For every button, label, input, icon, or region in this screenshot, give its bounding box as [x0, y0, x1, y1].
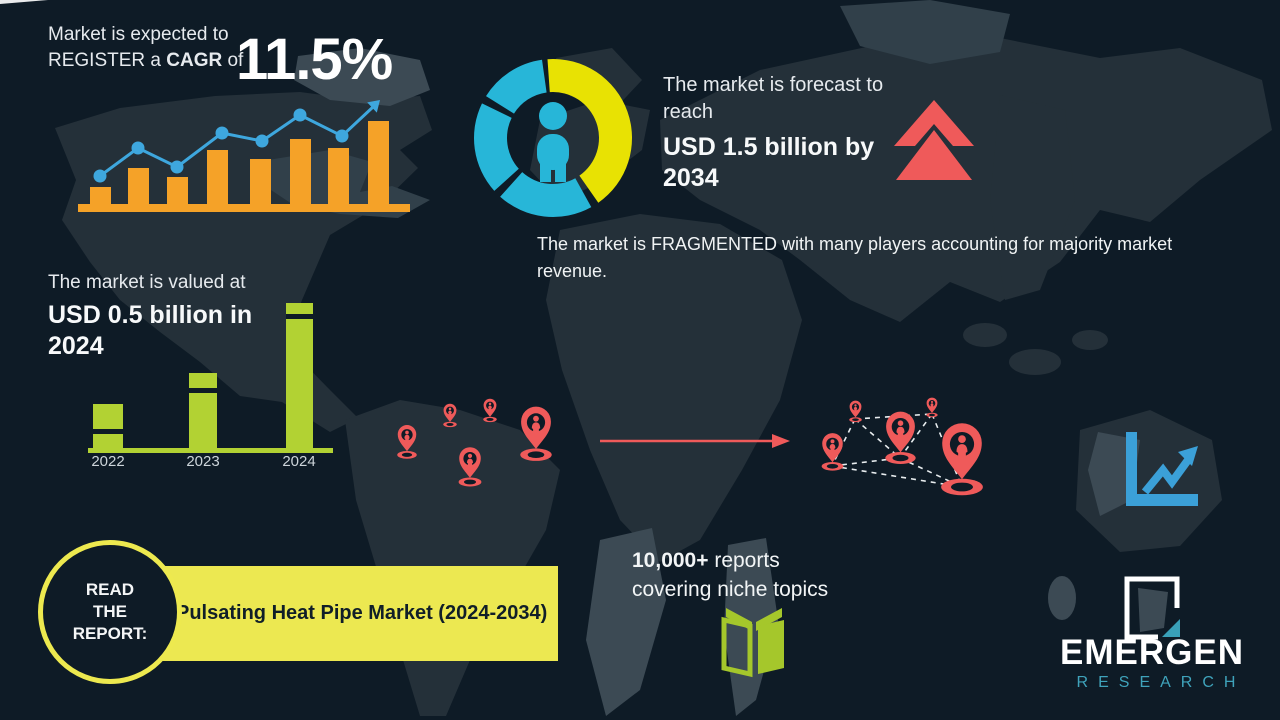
- corner-accent: [0, 0, 48, 4]
- connected-players-network: [821, 397, 983, 496]
- map-pin-icon: [520, 406, 552, 461]
- transition-arrow-icon: [600, 434, 790, 448]
- map-pin-icon: [397, 425, 417, 459]
- network-links: [831, 413, 963, 488]
- map-pin-icon: [885, 411, 916, 464]
- map-pin-icon: [821, 433, 844, 471]
- cagr-value: 11.5%: [236, 27, 393, 92]
- reports-count-text: 10,000+ reports covering niche topics: [632, 549, 829, 601]
- reports-count: 10,000+: [632, 549, 709, 572]
- valuation-bar-chart: 2022 2023 2024: [88, 300, 340, 478]
- map-pin-icon: [926, 397, 938, 418]
- report-title: Pulsating Heat Pipe Market (2024-2034): [176, 602, 548, 624]
- brand-name: EMERGEN: [1060, 633, 1244, 672]
- map-pin-icon: [941, 423, 983, 496]
- market-players-pins: [397, 398, 552, 487]
- map-pin-icon: [849, 400, 862, 423]
- forecast-text: The market is forecast to reach USD 1.5 …: [663, 72, 913, 194]
- year-label: 2024: [282, 453, 316, 470]
- open-book-icon: [721, 608, 784, 678]
- forecast-value: USD 1.5 billion by 2034: [663, 133, 875, 192]
- valuation-intro: The market is valued at: [48, 272, 246, 293]
- valuation-text: The market is valued at USD 0.5 billion …: [48, 270, 293, 362]
- read-report-label: READ THE REPORT:: [72, 579, 148, 644]
- valuation-value: USD 0.5 billion in 2024: [48, 301, 253, 360]
- person-icon: [537, 102, 569, 182]
- growth-trend-chart: [75, 93, 415, 221]
- year-label: 2023: [186, 453, 220, 470]
- cagr-intro-text: Market is expected to REGISTER a CAGR of: [48, 24, 244, 71]
- trend-chart-baseline: [78, 204, 410, 212]
- donut-segments: [474, 59, 632, 217]
- emergen-logo-mark: [1124, 576, 1180, 640]
- report-banner[interactable]: Pulsating Heat Pipe Market (2024-2034): [150, 566, 558, 661]
- trend-arrow-icon: [367, 100, 380, 113]
- map-pin-icon: [458, 447, 482, 487]
- forecast-intro: The market is forecast to reach: [663, 74, 884, 123]
- fragmented-statement: The market is FRAGMENTED with many playe…: [537, 234, 1173, 281]
- stock-chart-icon: [1126, 432, 1198, 506]
- map-pin-icon: [443, 403, 457, 428]
- fragmented-donut-chart: [474, 59, 632, 217]
- brand-division: RESEARCH: [1076, 674, 1246, 691]
- growth-chevrons-icon: [894, 100, 974, 180]
- year-label: 2022: [91, 453, 125, 470]
- read-report-button[interactable]: READ THE REPORT:: [38, 540, 182, 684]
- trend-line: [93, 100, 380, 183]
- valuation-baseline: [88, 448, 333, 453]
- map-pin-icon: [483, 398, 497, 423]
